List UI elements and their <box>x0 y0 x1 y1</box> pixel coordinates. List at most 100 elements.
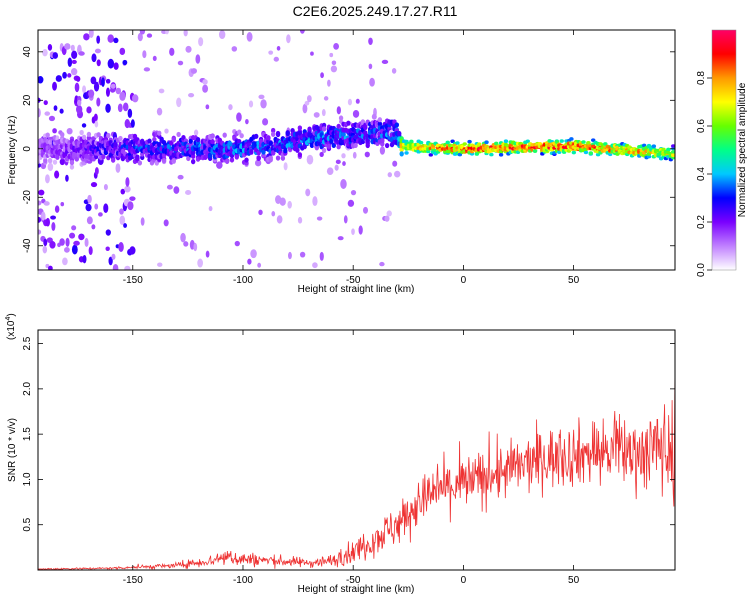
spectrogram-cell <box>123 223 128 228</box>
page-title: C2E6.2025.249.17.27.R11 <box>292 3 458 19</box>
spectrogram-cell <box>363 124 368 131</box>
spectrogram-cell <box>43 100 48 106</box>
spectrogram-cell <box>96 97 101 107</box>
spectrogram-cell <box>69 164 75 170</box>
spectrogram-cell <box>210 133 215 139</box>
snr-y-tick-label: 2.5 <box>22 336 33 350</box>
spectrogram-cell <box>158 88 165 94</box>
spectrogram-cell <box>60 202 65 207</box>
spectrogram-cell <box>351 228 355 235</box>
spectrogram-cell <box>75 76 81 82</box>
spectrogram-cell <box>137 160 143 166</box>
spectrogram-cell <box>78 234 85 241</box>
spectrogram-cell <box>353 142 358 149</box>
spectrogram-cell <box>559 139 564 143</box>
spectrogram-cell <box>176 131 181 138</box>
spectrogram-cell <box>49 240 56 249</box>
spectrogram-cell <box>334 164 339 171</box>
spectrogram-cell <box>586 141 591 145</box>
snr-exponent-prefix: (x10 <box>6 320 17 340</box>
spectrogram-cell <box>268 140 273 146</box>
spectrogram-cell <box>183 30 188 37</box>
snr-exponent-suffix: ) <box>6 313 17 316</box>
spectrogram-cell <box>93 81 100 92</box>
spectrogram-cell <box>571 150 577 155</box>
spectrogram-cell <box>234 240 240 247</box>
spectrogram-cell <box>525 139 530 144</box>
spectrogram-cell <box>54 170 60 179</box>
spectrogram-cell <box>216 161 223 169</box>
spectrogram-cell <box>62 257 68 266</box>
spectrogram-cell <box>113 37 119 44</box>
spectrogram-cell <box>124 265 131 270</box>
spectrogram-cell <box>82 85 87 94</box>
spectrogram-cell <box>368 63 373 70</box>
spectrogram-cell <box>119 91 126 101</box>
spectrogram-cell <box>671 144 675 148</box>
snr-x-tick-label: 50 <box>568 575 580 586</box>
spectrogram-cell <box>331 142 336 149</box>
spectrogram-cell <box>101 77 105 87</box>
spectrogram-cell <box>467 139 472 144</box>
spectrogram-cell <box>270 127 276 134</box>
spectrogram-cell <box>107 58 115 69</box>
spectrogram-cell <box>173 186 180 194</box>
spectrogram-cell <box>127 108 133 119</box>
spectrogram-cell <box>319 251 324 261</box>
spectrogram-cell <box>362 206 369 214</box>
spectrogram-cell <box>380 137 385 144</box>
spectrogram-cell <box>384 215 390 222</box>
spectrogram-cell <box>165 30 169 35</box>
spectrogram-cell <box>87 194 92 204</box>
spectrogram-cell <box>109 87 116 93</box>
spectrogram-cell <box>105 103 111 113</box>
spectrogram-cell <box>127 201 134 211</box>
spectrogram-cell <box>186 155 191 162</box>
spectrogram-cell <box>147 138 152 144</box>
spectrogram-cell <box>557 150 562 154</box>
spectrogram-cell <box>88 89 95 98</box>
spectrogram-cell <box>202 84 209 93</box>
spectrogram-cell <box>146 33 153 38</box>
spectrogram-cell <box>64 43 71 50</box>
colorbar: 0.0 0.2 0.4 0.6 0.8 Normalized spectral ampl… <box>696 29 748 277</box>
spectrogram-cell <box>646 154 652 159</box>
spectrogram-cell <box>651 144 657 149</box>
spectrogram-cell <box>119 215 126 226</box>
spectrogram-cell <box>350 189 357 196</box>
spectrogram-cell <box>43 201 50 206</box>
spectrogram-cell <box>110 83 116 89</box>
spectrogram-cell <box>79 129 84 136</box>
spectrogram-cell <box>45 174 50 184</box>
spectrogram-cell <box>365 142 370 149</box>
spectrogram-cell <box>188 138 193 144</box>
spectrogram-cell <box>96 132 101 138</box>
spectrogram-cell <box>340 178 347 189</box>
spectrogram-cell <box>195 137 201 143</box>
spectrogram-cell <box>115 163 121 173</box>
snr-series-line <box>38 365 675 570</box>
spectrogram-cell <box>352 151 357 159</box>
spectrogram-cell <box>98 212 103 217</box>
spectrogram-cell <box>112 263 119 270</box>
spectrogram-cell <box>297 216 303 224</box>
spectrogram-cell <box>258 209 263 216</box>
spectrogram-cell <box>404 151 409 155</box>
spectrogram-cell <box>258 94 265 100</box>
spectrogram-cell <box>113 62 119 70</box>
spectrogram-cell <box>140 217 145 226</box>
snr-x-tick-label: 0 <box>461 575 467 586</box>
spectrogram-cell <box>205 250 210 258</box>
spectrogram-cell <box>208 206 213 212</box>
spectrogram-cell <box>330 65 338 73</box>
spectrogram-cell <box>327 79 331 87</box>
spectrogram-cell <box>224 158 230 164</box>
spectrogram-cell <box>161 157 167 164</box>
spectrogram-cell <box>391 68 397 74</box>
spectrogram-cell <box>321 126 327 132</box>
spectrogram-cell <box>190 150 196 156</box>
spectrogram-cell <box>163 219 169 227</box>
spectrogram-cell <box>287 251 292 260</box>
spectrogram-cell <box>38 108 41 118</box>
spectrogram-cell <box>139 30 146 35</box>
